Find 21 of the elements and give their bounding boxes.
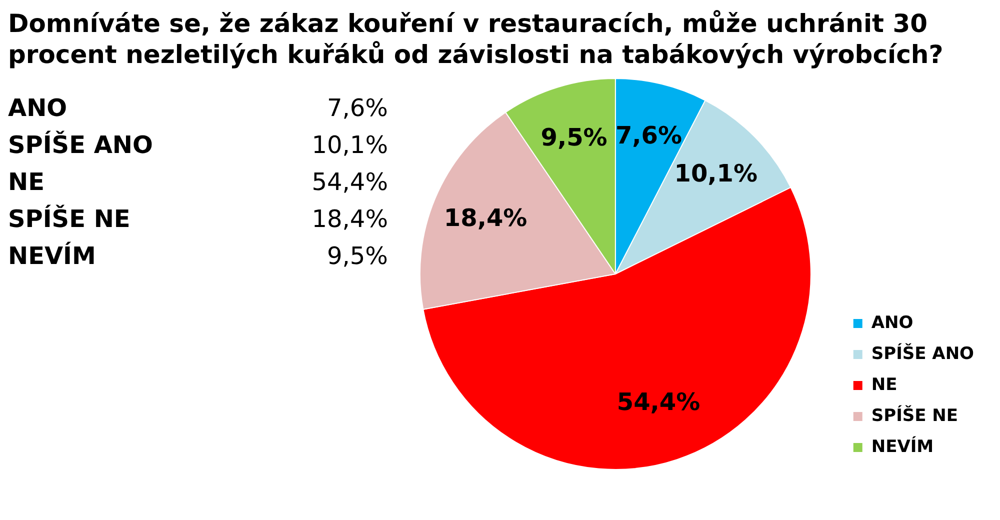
category-label: SPÍŠE ANO <box>8 131 153 159</box>
legend-label: NEVÍM <box>871 436 934 457</box>
data-label: 9,5% <box>540 124 608 152</box>
legend-label: NE <box>871 374 898 395</box>
data-label: 54,4% <box>616 388 700 416</box>
text: 7,6% <box>327 94 388 122</box>
legend-label: ANO <box>871 312 914 333</box>
text: 10,1% <box>312 131 388 159</box>
text: 18,4% <box>444 204 528 232</box>
legend-label: SPÍŠE ANO <box>871 342 974 364</box>
category-label: ANO <box>8 94 68 122</box>
category-label: SPÍŠE NE <box>8 205 130 233</box>
data-label: 18,4% <box>312 204 388 235</box>
category-label: NE <box>8 168 44 196</box>
category-label: NEVÍM <box>8 242 96 270</box>
legend-label: SPÍŠE NE <box>871 404 958 426</box>
chart-title: Domníváte se, že zákaz kouření v restauracích, může uchránit 30 procent nezletilých kuřáků od závislosti na tabákových výrobcích? <box>8 8 944 70</box>
data-label: 7,6% <box>615 121 682 150</box>
data-label: 10,1% <box>674 160 758 188</box>
text: 9,5% <box>327 242 388 270</box>
text: 54,4% <box>312 168 388 196</box>
